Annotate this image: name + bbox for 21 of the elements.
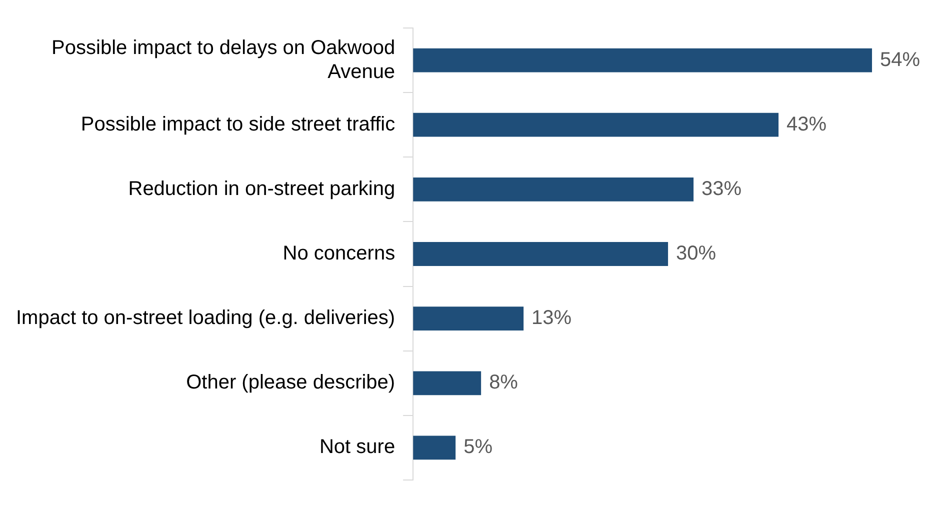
data-label: 5% <box>464 436 493 458</box>
bar <box>413 48 872 72</box>
data-label: 13% <box>532 307 572 330</box>
data-label: 54% <box>880 48 920 71</box>
data-label: 8% <box>489 372 518 394</box>
data-label: 33% <box>702 178 742 200</box>
data-label: 30% <box>676 242 716 265</box>
bar <box>413 306 524 331</box>
bar <box>413 177 694 202</box>
bar <box>413 112 779 137</box>
y-tick-label: Not sure <box>319 436 396 458</box>
y-tick-label: Possible impact to delays on Oakwood Avenue <box>52 36 396 83</box>
y-tick-label: No concerns <box>282 242 396 265</box>
bar <box>413 371 482 396</box>
y-tick-label: Possible impact to side street traffic <box>80 113 396 136</box>
bar <box>413 436 456 460</box>
data-label: 43% <box>786 113 827 136</box>
bar <box>413 242 668 266</box>
y-tick-label: Other (please describe) <box>186 372 396 394</box>
y-tick-label: Impact to on-street loading (e.g. deliveries) <box>16 307 396 330</box>
y-tick-label: Reduction in on-street parking <box>128 178 396 200</box>
